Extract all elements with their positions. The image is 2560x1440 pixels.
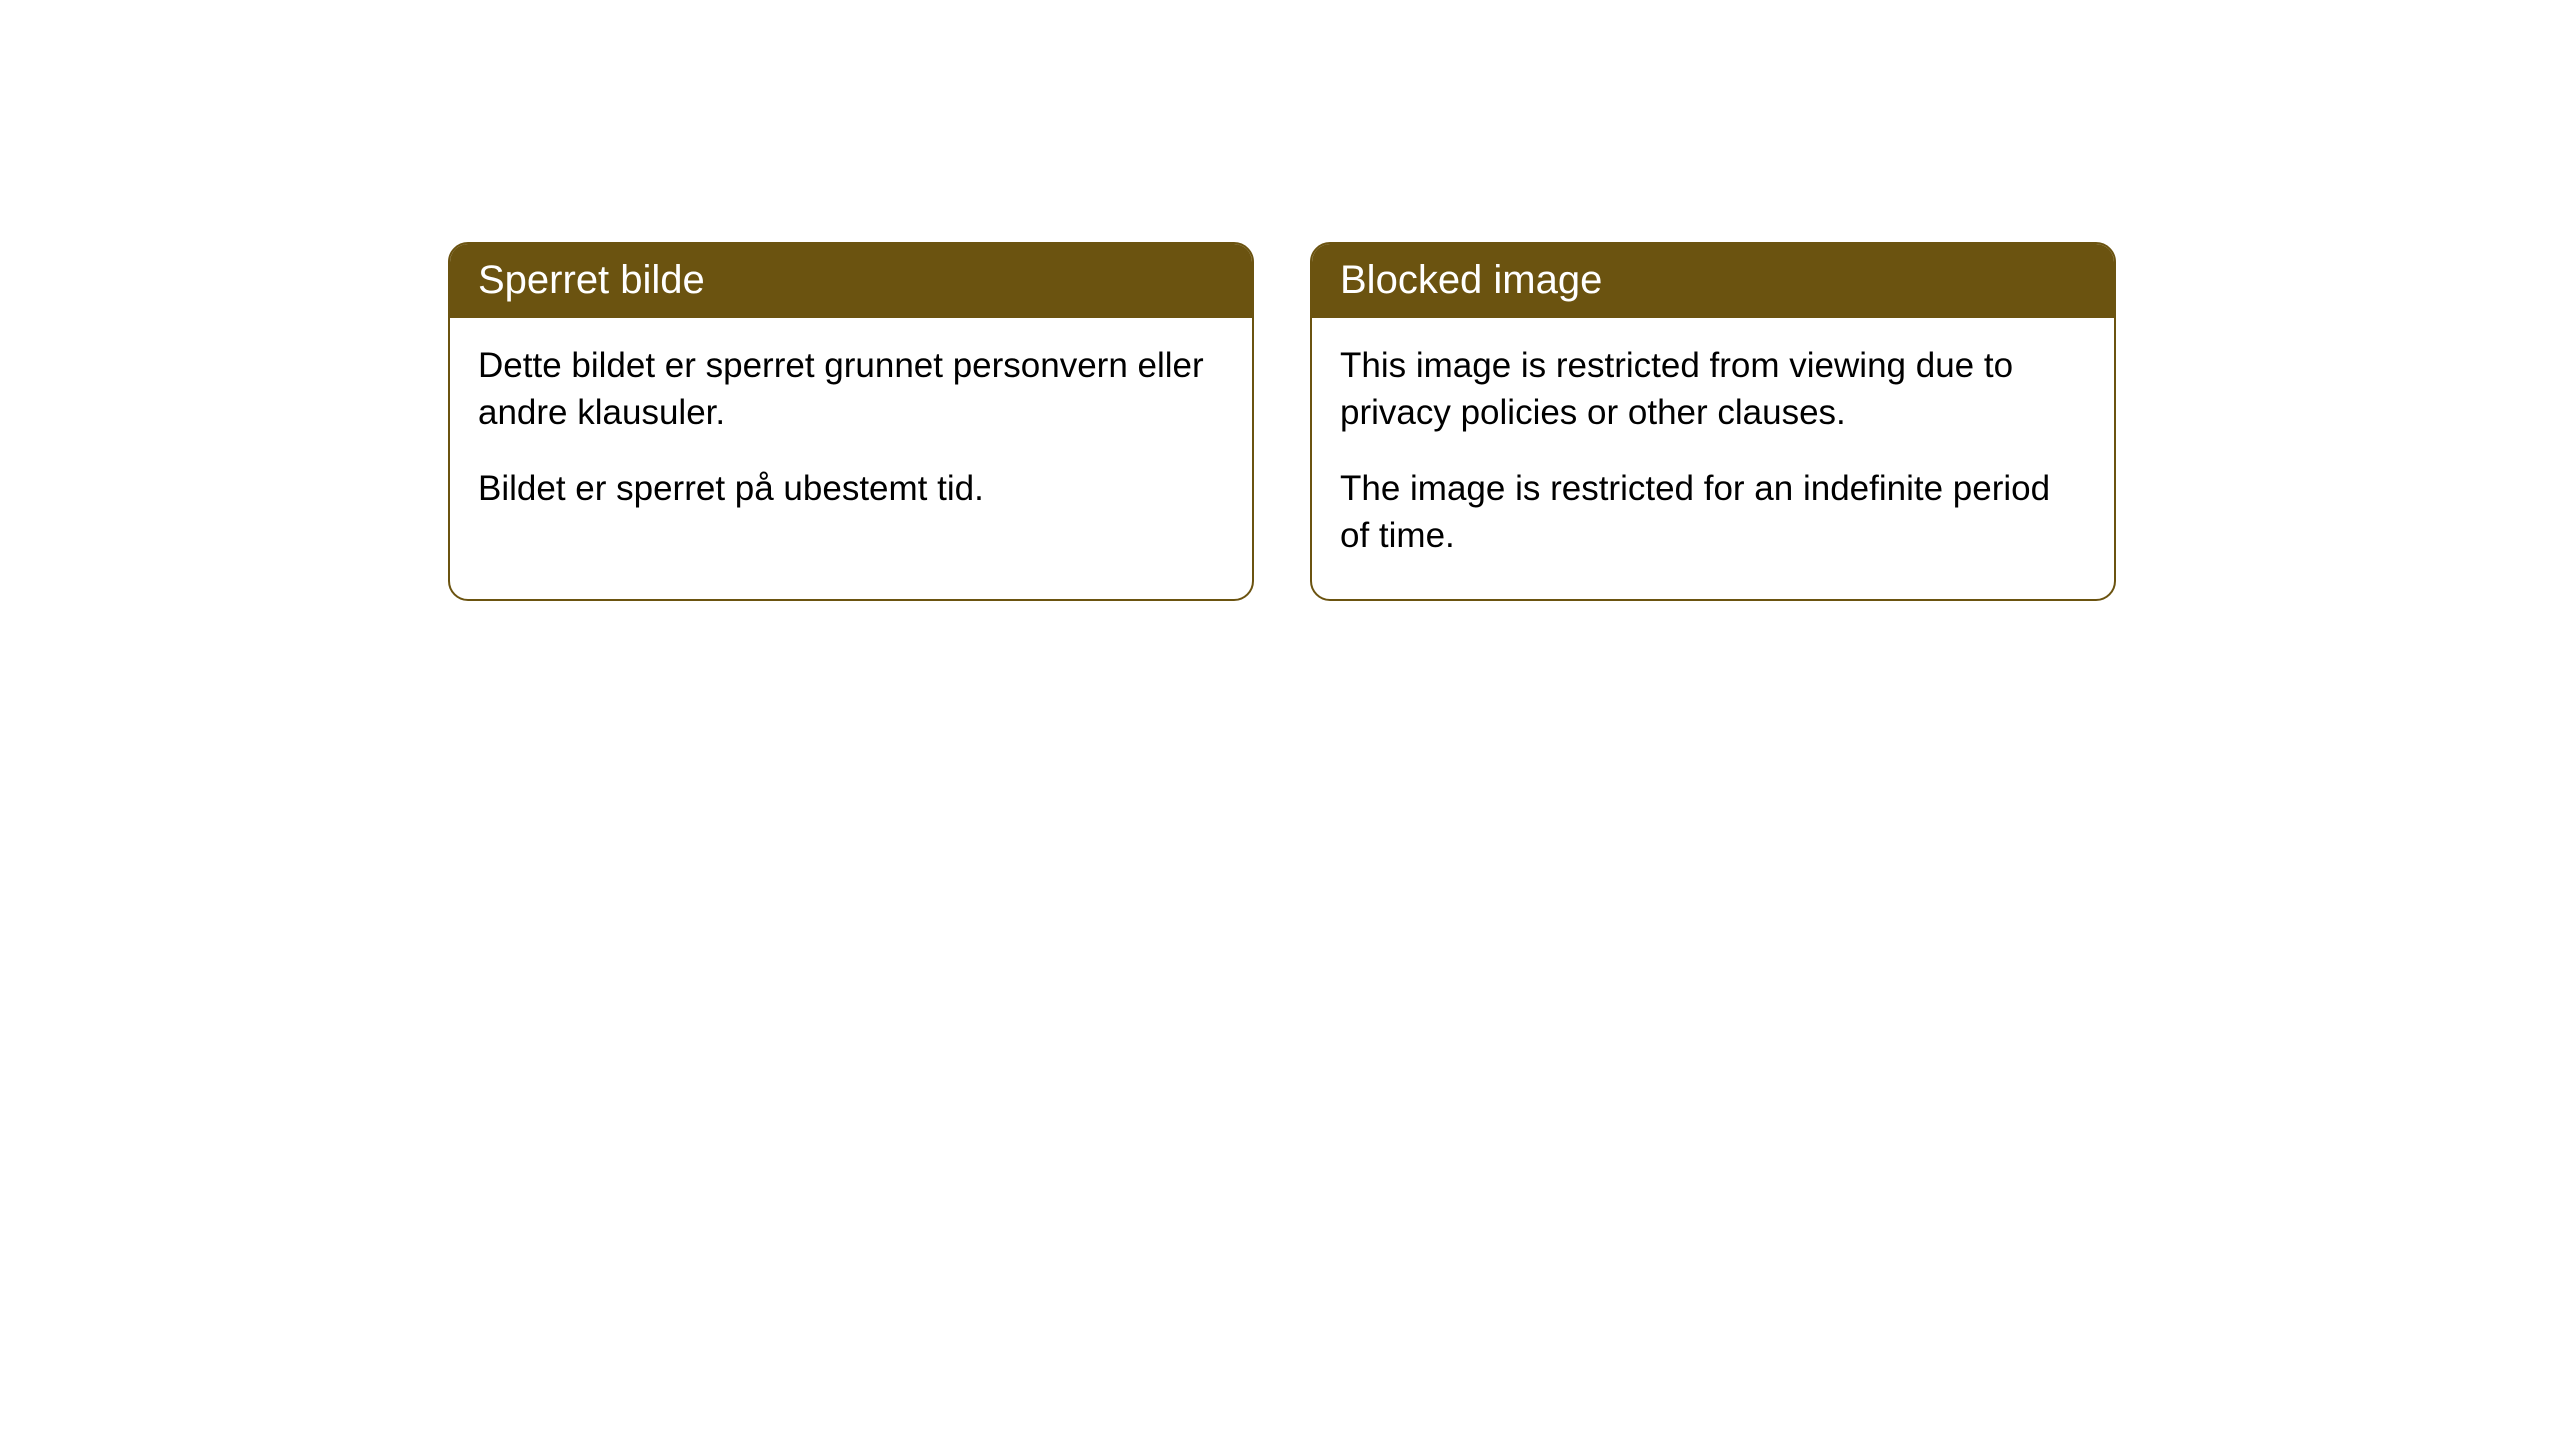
- notice-body: This image is restricted from viewing du…: [1312, 318, 2114, 599]
- notice-text-1: This image is restricted from viewing du…: [1340, 342, 2086, 437]
- notice-card-norwegian: Sperret bilde Dette bildet er sperret gr…: [448, 242, 1254, 601]
- notice-header: Blocked image: [1312, 244, 2114, 318]
- notice-header: Sperret bilde: [450, 244, 1252, 318]
- notice-card-english: Blocked image This image is restricted f…: [1310, 242, 2116, 601]
- notice-text-1: Dette bildet er sperret grunnet personve…: [478, 342, 1224, 437]
- notice-text-2: Bildet er sperret på ubestemt tid.: [478, 465, 1224, 512]
- notice-text-2: The image is restricted for an indefinit…: [1340, 465, 2086, 560]
- notice-container: Sperret bilde Dette bildet er sperret gr…: [0, 0, 2560, 601]
- notice-body: Dette bildet er sperret grunnet personve…: [450, 318, 1252, 552]
